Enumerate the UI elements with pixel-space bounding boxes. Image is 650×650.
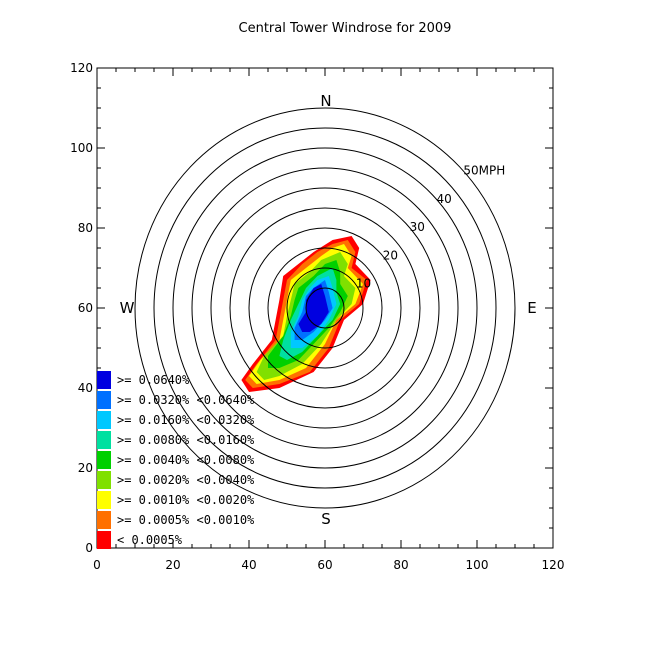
ring-label-50: 50MPH — [463, 164, 505, 178]
legend-swatch-5 — [97, 451, 111, 469]
legend: >= 0.0640% >= 0.0320% <0.0640% >= 0.0160% … — [97, 371, 255, 549]
x-tick-label: 120 — [542, 558, 565, 572]
x-tick-label: 60 — [317, 558, 332, 572]
speed-ring-25 — [229, 207, 421, 409]
legend-swatch-3 — [97, 411, 111, 429]
x-tick-label: 0 — [93, 558, 101, 572]
legend-label-4: >= 0.0080% <0.0160% — [117, 433, 255, 447]
legend-label-5: >= 0.0040% <0.0080% — [117, 453, 255, 467]
x-tick-label: 20 — [165, 558, 180, 572]
legend-swatch-9 — [97, 531, 111, 549]
y-tick-label: 40 — [78, 381, 93, 395]
legend-label-7: >= 0.0010% <0.0020% — [117, 493, 255, 507]
direction-east: E — [527, 299, 536, 317]
ring-labels: 10 20 30 40 50MPH — [356, 164, 505, 291]
speed-ring-30 — [210, 187, 440, 429]
speed-ring-40 — [172, 147, 478, 469]
x-tick-label: 100 — [466, 558, 489, 572]
legend-label-6: >= 0.0020% <0.0040% — [117, 473, 255, 487]
x-tick-label: 40 — [241, 558, 256, 572]
plot-area — [134, 107, 516, 509]
speed-ring-45 — [153, 127, 497, 489]
y-tick-label: 120 — [70, 61, 93, 75]
chart-title: Central Tower Windrose for 2009 — [239, 21, 452, 36]
direction-north: N — [320, 92, 331, 110]
y-tick-label: 80 — [78, 221, 93, 235]
speed-ring-35 — [191, 167, 459, 449]
legend-swatch-2 — [97, 391, 111, 409]
legend-swatch-7 — [97, 491, 111, 509]
legend-label-2: >= 0.0320% <0.0640% — [117, 393, 255, 407]
y-axis: 0 20 40 60 80 100 120 — [70, 61, 553, 555]
ring-label-20: 20 — [383, 248, 398, 262]
legend-label-1: >= 0.0640% — [117, 373, 190, 387]
speed-ring-20 — [248, 227, 402, 389]
direction-west: W — [120, 299, 135, 317]
legend-swatch-6 — [97, 471, 111, 489]
y-tick-label: 60 — [78, 301, 93, 315]
y-tick-label: 100 — [70, 141, 93, 155]
y-tick-label: 20 — [78, 461, 93, 475]
legend-swatch-8 — [97, 511, 111, 529]
speed-ring-10 — [286, 267, 364, 349]
frequency-contour-9 — [298, 284, 329, 332]
x-axis: 0 20 40 60 80 100 120 — [93, 68, 564, 572]
speed-ring-5 — [305, 287, 345, 329]
legend-label-8: >= 0.0005% <0.0010% — [117, 513, 255, 527]
legend-label-3: >= 0.0160% <0.0320% — [117, 413, 255, 427]
direction-south: S — [321, 510, 331, 528]
ring-label-40: 40 — [436, 192, 451, 206]
speed-ring-15 — [267, 247, 383, 369]
ring-label-10: 10 — [356, 277, 371, 291]
ring-label-30: 30 — [410, 220, 425, 234]
y-tick-label: 0 — [85, 541, 93, 555]
x-tick-label: 80 — [393, 558, 408, 572]
legend-label-9: < 0.0005% — [117, 533, 183, 547]
speed-ring-50 — [134, 107, 516, 509]
legend-swatch-1 — [97, 371, 111, 389]
legend-swatch-4 — [97, 431, 111, 449]
